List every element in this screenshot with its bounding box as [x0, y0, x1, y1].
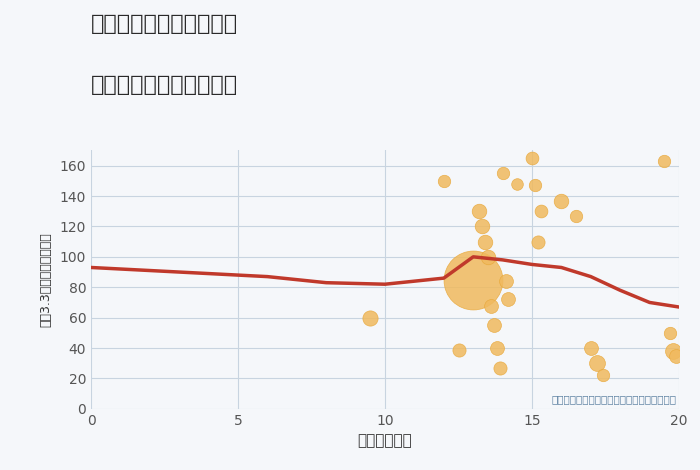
Point [485, 302, 496, 309]
X-axis label: 駅距離（分）: 駅距離（分） [358, 433, 412, 448]
Point [532, 238, 543, 245]
Point [497, 170, 508, 177]
Point [491, 345, 503, 352]
Point [473, 207, 484, 215]
Point [659, 157, 670, 165]
Point [482, 253, 493, 260]
Point [556, 197, 567, 204]
Text: 円の大きさは、取引のあった物件面積を示す: 円の大きさは、取引のあった物件面積を示す [551, 394, 676, 404]
Point [468, 276, 479, 283]
Point [668, 347, 679, 355]
Point [488, 321, 499, 329]
Point [536, 207, 547, 215]
Point [500, 277, 511, 285]
Point [597, 372, 608, 379]
Text: 福岡県福岡市西区千里の: 福岡県福岡市西区千里の [91, 14, 238, 34]
Point [365, 314, 376, 321]
Point [453, 346, 464, 353]
Point [477, 223, 488, 230]
Point [438, 177, 449, 185]
Point [671, 352, 682, 360]
Point [664, 329, 676, 337]
Point [526, 154, 538, 162]
Text: 駅距離別中古戸建て価格: 駅距離別中古戸建て価格 [91, 75, 238, 95]
Point [503, 296, 514, 303]
Point [570, 212, 582, 219]
Point [480, 238, 491, 245]
Point [512, 180, 523, 188]
Point [585, 345, 596, 352]
Point [494, 364, 505, 372]
Point [591, 360, 602, 367]
Point [529, 181, 540, 189]
Y-axis label: 坪（3.3㎡）単価（万円）: 坪（3.3㎡）単価（万円） [40, 232, 52, 327]
